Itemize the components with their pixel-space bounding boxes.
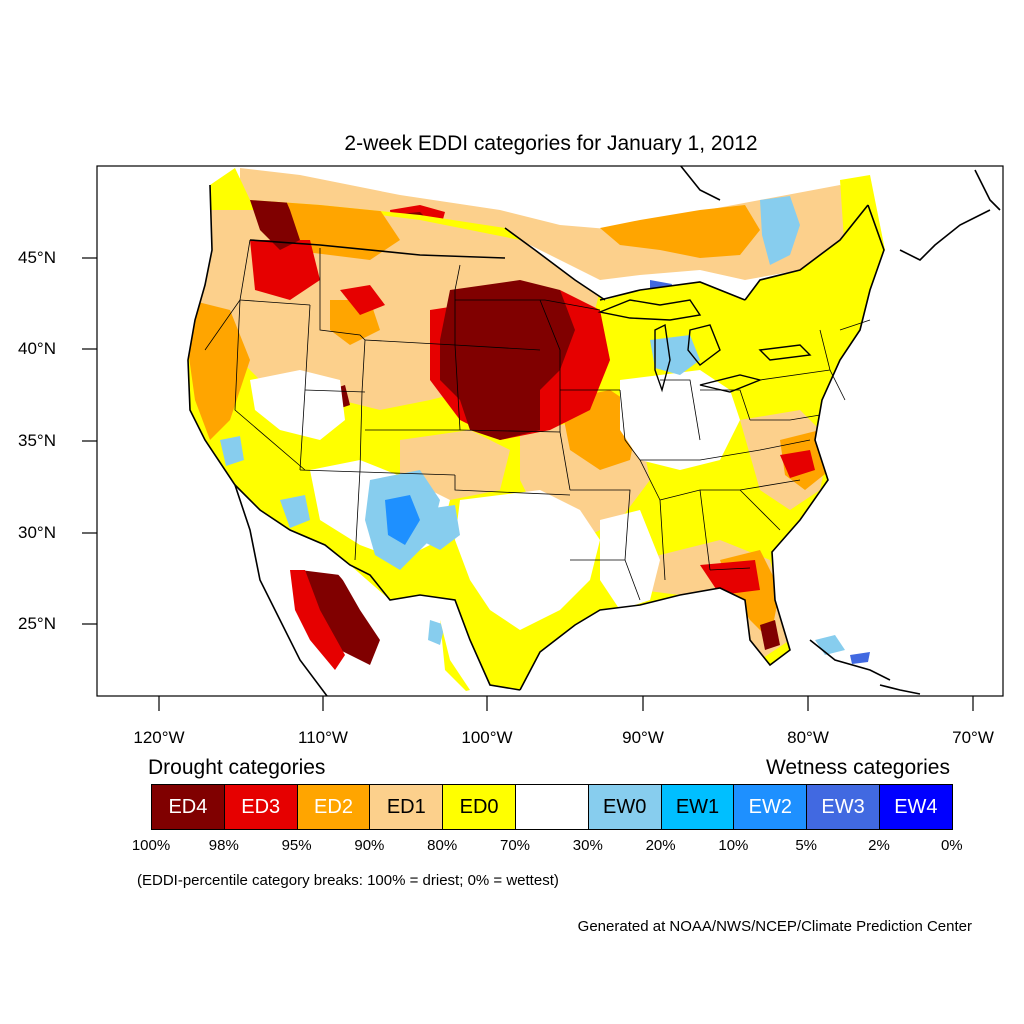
percentile-label: 80% [427, 837, 458, 854]
breaks-note: (EDDI-percentile category breaks: 100% =… [137, 872, 559, 889]
map-area [97, 166, 1003, 696]
lat-label-45: 45°N [18, 248, 56, 267]
percentile-label: 30% [572, 837, 603, 854]
map-title: 2-week EDDI categories for January 1, 20… [344, 132, 758, 155]
legend-box-ew4: EW4 [879, 784, 953, 830]
state-borders [204, 239, 871, 601]
legend-box-ew3: EW3 [806, 784, 880, 830]
legend-box-neutral [515, 784, 589, 830]
lon-label-80: 80°W [787, 728, 829, 747]
percentile-label: 98% [208, 837, 239, 854]
lat-label-25: 25°N [18, 614, 56, 633]
percentile-label: 0% [940, 837, 963, 854]
legend-box-ed0: ED0 [442, 784, 516, 830]
lat-label-30: 30°N [18, 523, 56, 542]
lon-label-90: 90°W [622, 728, 664, 747]
lat-label-40: 40°N [18, 339, 56, 358]
percentile-label: 5% [795, 837, 818, 854]
drought-heading: Drought categories [148, 756, 326, 779]
coastlines [187, 166, 1001, 696]
percentile-label: 20% [645, 837, 676, 854]
credit-text: Generated at NOAA/NWS/NCEP/Climate Predi… [577, 918, 972, 935]
legend-box-ed3: ED3 [223, 784, 298, 830]
great-lakes [597, 299, 812, 393]
legend-box-ew1: EW1 [660, 784, 735, 830]
lon-label-110: 110°W [298, 728, 348, 747]
lon-label-100: 100°W [461, 728, 513, 747]
legend-box-ew2: EW2 [733, 784, 808, 830]
percentile-label: 10% [718, 837, 749, 854]
axis-ticks [82, 257, 974, 711]
map-frame [96, 165, 1004, 697]
percentile-label: 100% [131, 837, 171, 854]
lon-label-120: 120°W [133, 728, 185, 747]
wetness-heading: Wetness categories [765, 756, 950, 779]
percentile-label: 95% [281, 837, 312, 854]
percentile-label: 2% [868, 837, 890, 854]
percentile-label: 70% [499, 837, 531, 854]
legend-box-ed4: ED4 [151, 784, 225, 830]
percentile-label: 90% [354, 837, 385, 854]
legend-box-ed2: ED2 [296, 784, 371, 830]
legend-box-ew0: EW0 [587, 784, 662, 830]
lon-label-70: 70°W [952, 728, 994, 747]
legend-box-ed1: ED1 [369, 784, 444, 830]
lat-label-35: 35°N [18, 431, 56, 450]
